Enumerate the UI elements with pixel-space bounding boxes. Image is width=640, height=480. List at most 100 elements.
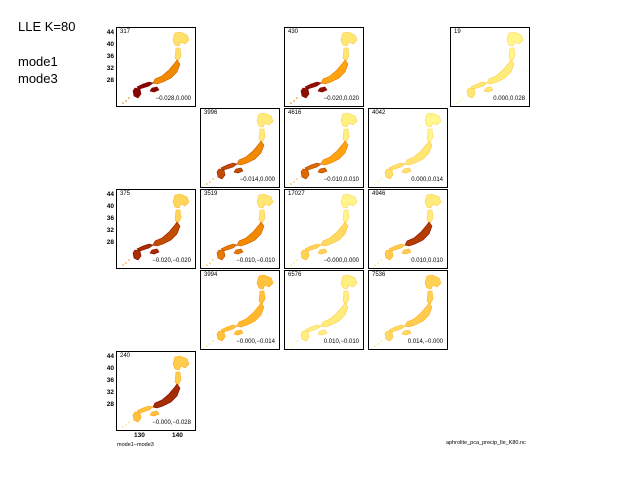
map-region	[426, 209, 434, 224]
map-panel: 4042 0.000,0.014	[368, 108, 448, 188]
panel-range-label: −0.020,−0.020	[152, 258, 191, 264]
map-region	[466, 87, 476, 99]
map-panel: 3996 −0.014,0.000	[200, 108, 280, 188]
panel-count-label: 17027	[288, 191, 305, 197]
map-region	[340, 193, 358, 209]
map-region	[216, 249, 226, 261]
map-region	[220, 243, 238, 252]
map-region	[172, 31, 190, 47]
map-region	[320, 221, 349, 247]
map-region	[388, 162, 406, 171]
map-region	[320, 302, 349, 328]
footer-axes-label: mode1−mode3	[117, 442, 154, 448]
map-region	[136, 81, 154, 90]
panel-range-label: −0.010,0.010	[323, 177, 359, 183]
map-region	[401, 248, 412, 255]
map-region	[404, 221, 433, 247]
map-region	[304, 162, 322, 171]
map-region	[172, 355, 190, 371]
map-region	[216, 330, 226, 342]
panel-range-label: 0.000,0.014	[411, 177, 443, 183]
map-region	[233, 248, 244, 255]
map-region	[384, 249, 394, 261]
y-tick-label: 28	[106, 77, 114, 84]
panel-count-label: 3519	[204, 191, 218, 197]
island-point	[125, 424, 127, 426]
panel-count-label: 4616	[288, 110, 302, 116]
y-tick-label: 44	[106, 353, 114, 360]
map-region	[149, 86, 160, 93]
island-point	[209, 343, 211, 345]
island-point	[122, 264, 124, 266]
map-panel: 317 −0.028,0.000	[116, 27, 196, 107]
map-region	[256, 112, 274, 128]
island-point	[212, 259, 214, 261]
island-point	[128, 97, 130, 99]
map-region	[506, 31, 524, 47]
panel-range-label: 0.010,0.010	[411, 258, 443, 264]
map-region	[342, 290, 350, 305]
panel-range-label: 0.014,−0.000	[407, 339, 443, 345]
island-point	[296, 259, 298, 261]
island-point	[380, 340, 382, 342]
map-region	[424, 112, 442, 128]
y-tick-label: 28	[106, 239, 114, 246]
island-point	[125, 100, 127, 102]
map-plot	[374, 274, 442, 347]
panel-count-label: 430	[288, 29, 299, 35]
island-point	[293, 100, 295, 102]
map-region	[426, 290, 434, 305]
panel-count-label: 3996	[204, 110, 218, 116]
map-region	[340, 31, 358, 47]
island-point	[290, 345, 292, 347]
y-tick-label: 36	[106, 377, 114, 384]
panel-range-label: 0.000,0.028	[493, 96, 525, 102]
map-panel: 7536 0.014,−0.000	[368, 270, 448, 350]
map-plot	[122, 31, 190, 104]
y-tick-label: 28	[106, 401, 114, 408]
island-point	[125, 262, 127, 264]
map-plot	[206, 274, 274, 347]
map-region	[304, 243, 322, 252]
island-point	[122, 426, 124, 428]
island-point	[380, 259, 382, 261]
map-region	[384, 168, 394, 180]
map-region	[152, 59, 181, 85]
y-tick-label: 40	[106, 365, 114, 372]
island-point	[296, 340, 298, 342]
map-region	[300, 249, 310, 261]
island-point	[206, 345, 208, 347]
map-region	[317, 329, 328, 336]
island-point	[377, 181, 379, 183]
island-point	[209, 181, 211, 183]
panel-range-label: −0.028,0.000	[155, 96, 191, 102]
map-region	[136, 243, 154, 252]
map-region	[388, 243, 406, 252]
map-region	[132, 87, 142, 99]
map-plot	[290, 31, 358, 104]
island-point	[456, 102, 458, 104]
map-region	[256, 193, 274, 209]
map-plot	[206, 112, 274, 185]
map-region	[340, 112, 358, 128]
map-panel: 19 0.000,0.028	[450, 27, 530, 107]
map-region	[486, 59, 515, 85]
y-tick-label: 40	[106, 203, 114, 210]
panel-range-label: −0.000,0.000	[323, 258, 359, 264]
y-tick-label: 36	[106, 215, 114, 222]
map-region	[132, 411, 142, 423]
map-region	[300, 87, 310, 99]
panel-count-label: 375	[120, 191, 131, 197]
island-point	[122, 102, 124, 104]
map-plot	[374, 112, 442, 185]
map-plot	[374, 193, 442, 266]
map-region	[174, 371, 182, 386]
map-region	[404, 140, 433, 166]
map-region	[424, 193, 442, 209]
map-region	[320, 140, 349, 166]
map-region	[483, 86, 494, 93]
map-panel: 17027 −0.000,0.000	[284, 189, 364, 269]
panel-count-label: 6576	[288, 272, 302, 278]
island-point	[290, 183, 292, 185]
